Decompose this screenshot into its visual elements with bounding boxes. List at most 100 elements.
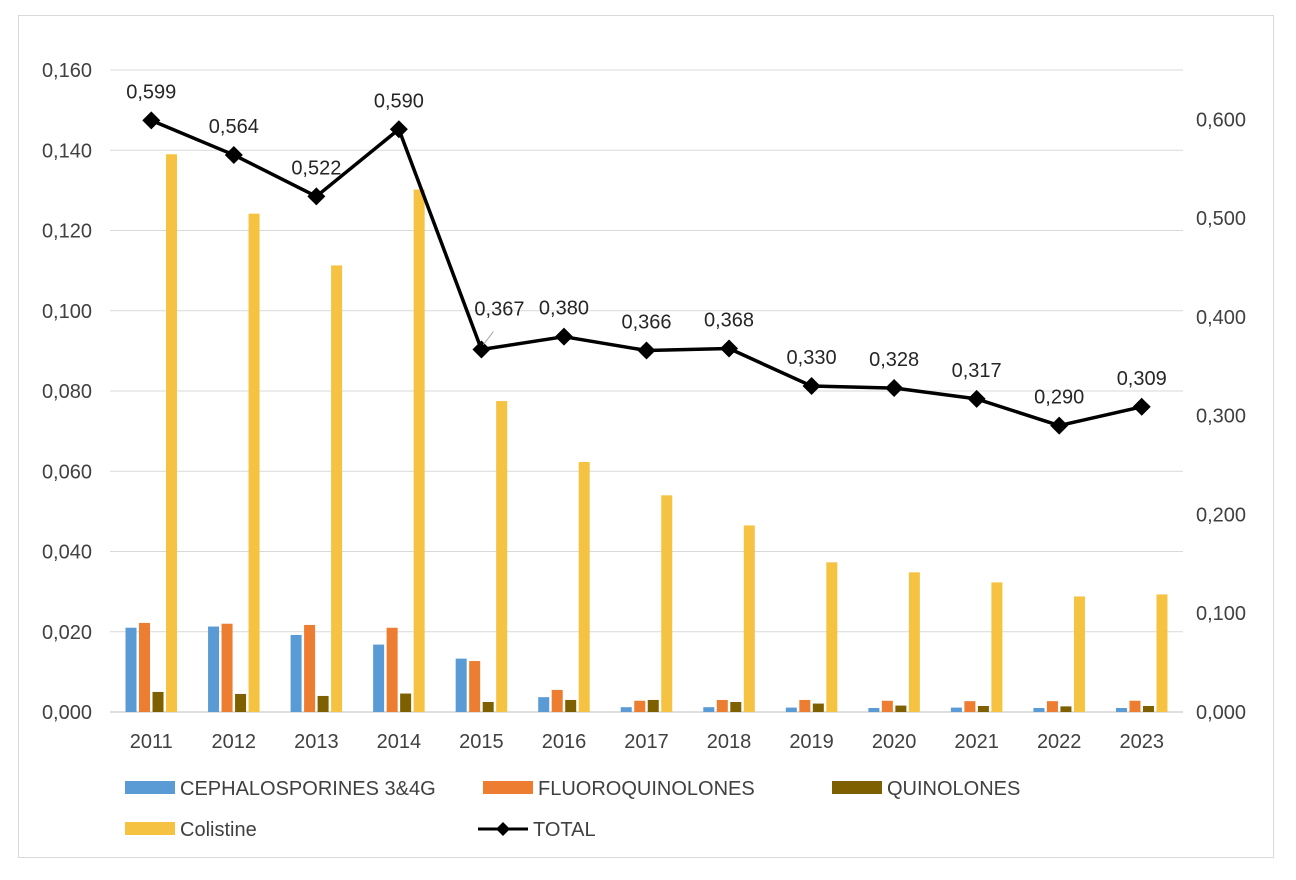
bar: [868, 707, 880, 712]
x-tick-label: 2022: [1037, 731, 1082, 753]
bar: [908, 572, 920, 712]
bar: [730, 701, 742, 712]
y-left-tick-label: 0,140: [42, 140, 92, 162]
bar: [799, 699, 811, 712]
x-tick-label: 2018: [707, 731, 752, 753]
bar: [166, 154, 178, 712]
bar: [716, 699, 728, 712]
bar: [950, 707, 962, 712]
bar: [881, 700, 893, 712]
legend-label: FLUOROQUINOLONES: [538, 778, 755, 800]
y-left-tick-label: 0,100: [42, 301, 92, 323]
total-point-marker: [307, 187, 326, 206]
bar: [895, 705, 907, 712]
legend-marker: [496, 822, 510, 836]
bar: [152, 691, 164, 712]
bar: [647, 699, 659, 712]
bar: [235, 693, 247, 712]
bar: [331, 265, 343, 712]
x-tick-label: 2012: [212, 731, 257, 753]
y-right-tick-label: 0,400: [1196, 307, 1246, 329]
y-right-tick-label: 0,000: [1196, 702, 1246, 724]
bar: [469, 661, 481, 712]
total-data-label: 0,590: [374, 90, 424, 112]
total-point-marker: [389, 120, 408, 139]
total-data-label: 0,328: [869, 349, 919, 371]
bar: [290, 634, 302, 712]
total-point-marker: [1050, 416, 1069, 435]
bar: [400, 693, 412, 712]
legend-swatch: [125, 822, 175, 835]
bar: [1033, 707, 1045, 712]
y-right-tick-label: 0,300: [1196, 406, 1246, 428]
bar: [386, 627, 398, 712]
y-left-tick-label: 0,080: [42, 381, 92, 403]
total-data-label: 0,522: [291, 157, 341, 179]
gridlines: [110, 69, 1183, 713]
y-right-tick-label: 0,600: [1196, 109, 1246, 131]
x-tick-label: 2016: [542, 731, 587, 753]
bar: [208, 626, 220, 712]
bars: [125, 154, 1168, 712]
bar: [1129, 700, 1141, 712]
total-point-marker: [885, 379, 904, 398]
bar: [1060, 706, 1072, 712]
bar: [413, 189, 425, 712]
y-left-tick-label: 0,060: [42, 461, 92, 483]
bar: [565, 699, 577, 712]
legend-label: TOTAL: [533, 819, 596, 841]
bar: [812, 703, 824, 712]
x-tick-label: 2014: [377, 731, 422, 753]
total-point-marker: [1132, 397, 1151, 416]
bar: [317, 695, 329, 712]
x-tick-label: 2021: [954, 731, 999, 753]
total-data-label: 0,564: [209, 116, 259, 138]
legend-swatch: [832, 781, 882, 794]
total-data-label: 0,367: [474, 299, 524, 321]
total-data-label: 0,368: [704, 310, 754, 332]
total-data-label: 0,599: [126, 81, 176, 103]
bar: [578, 462, 590, 712]
total-line: 0,599 0,564 0,522 0,590 0,367 0,380 0,366 0,368…: [126, 81, 1167, 435]
x-tick-label: 2019: [789, 731, 834, 753]
bar: [221, 623, 233, 712]
bar: [1115, 707, 1127, 712]
bar: [482, 701, 494, 712]
bar: [1142, 705, 1154, 712]
legend-swatch: [125, 781, 175, 794]
total-point-marker: [637, 341, 656, 360]
total-point-marker: [554, 327, 573, 346]
bar: [826, 562, 838, 712]
bar: [139, 622, 151, 712]
bar: [634, 700, 646, 712]
bar: [1073, 596, 1085, 712]
y-left-tick-label: 0,040: [42, 542, 92, 564]
bar: [538, 697, 550, 712]
bar: [551, 689, 563, 712]
y-left-tick-label: 0,000: [42, 702, 92, 724]
total-data-label: 0,366: [621, 312, 671, 334]
total-point-marker: [967, 389, 986, 408]
bar: [496, 401, 508, 712]
bar: [785, 707, 797, 712]
legend-label: QUINOLONES: [887, 778, 1020, 800]
x-tick-label: 2011: [130, 731, 173, 753]
legend-label: Colistine: [180, 819, 257, 841]
y-left-tick-label: 0,160: [42, 60, 92, 82]
total-data-label: 0,380: [539, 298, 589, 320]
x-tick-label: 2017: [624, 731, 669, 753]
total-data-label: 0,290: [1034, 387, 1084, 409]
bar: [964, 701, 976, 712]
legend: CEPHALOSPORINES 3&4G FLUOROQUINOLONES QUIN…: [125, 778, 1020, 841]
y-left-tick-label: 0,120: [42, 221, 92, 243]
bar: [661, 495, 673, 712]
bar: [991, 582, 1003, 712]
bar: [304, 624, 316, 712]
total-point-marker: [224, 145, 243, 164]
total-data-label: 0,330: [787, 347, 837, 369]
x-tick-label: 2013: [294, 731, 339, 753]
bar: [373, 644, 385, 712]
total-data-label: 0,309: [1117, 368, 1167, 390]
axes: 0,000 0,020 0,040 0,060 0,080 0,100 0,120 0,140…: [42, 60, 1246, 753]
